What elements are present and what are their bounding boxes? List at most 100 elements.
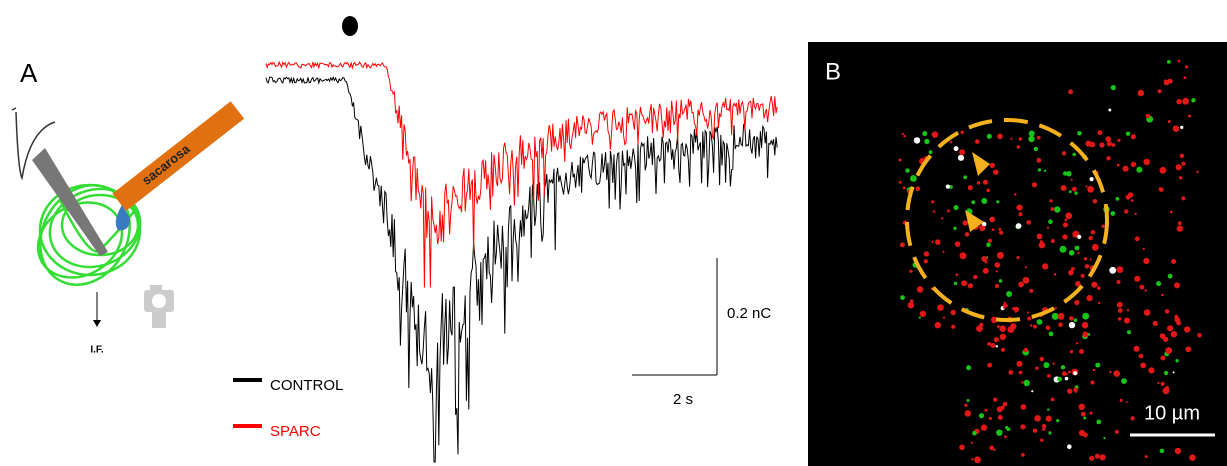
punctum bbox=[1054, 306, 1057, 310]
punctum bbox=[1043, 169, 1047, 172]
punctum bbox=[1185, 65, 1189, 69]
punctum bbox=[1059, 245, 1067, 253]
punctum bbox=[1111, 143, 1116, 147]
punctum bbox=[988, 416, 993, 420]
punctum bbox=[980, 424, 988, 431]
punctum bbox=[1159, 166, 1167, 174]
punctum bbox=[1089, 411, 1093, 415]
trace bbox=[265, 75, 778, 463]
legend: CONTROL SPARC bbox=[233, 377, 343, 440]
punctum bbox=[1117, 138, 1121, 142]
punctum bbox=[976, 325, 983, 332]
punctum bbox=[1021, 453, 1025, 457]
punctum bbox=[993, 448, 996, 452]
punctum bbox=[1002, 306, 1006, 309]
punctum bbox=[1006, 291, 1013, 297]
punctum bbox=[1090, 230, 1096, 235]
punctum bbox=[1018, 370, 1023, 375]
punctum bbox=[987, 342, 991, 346]
punctum bbox=[1131, 199, 1134, 202]
punctum bbox=[1134, 236, 1140, 242]
punctum bbox=[1068, 370, 1071, 374]
punctum bbox=[1002, 401, 1008, 407]
punctum bbox=[1197, 333, 1202, 338]
punctum bbox=[899, 242, 905, 248]
punctum bbox=[1094, 453, 1100, 459]
punctum bbox=[993, 397, 998, 402]
punctum bbox=[919, 310, 927, 317]
punctum bbox=[1018, 212, 1023, 217]
punctum bbox=[1095, 362, 1101, 368]
punctum bbox=[994, 262, 1001, 268]
punctum bbox=[967, 185, 973, 191]
punctum bbox=[1077, 251, 1080, 255]
punctum bbox=[1185, 346, 1192, 353]
punctum bbox=[1096, 419, 1102, 425]
punctum bbox=[1077, 131, 1082, 136]
punctum bbox=[1175, 164, 1182, 171]
punctum bbox=[1127, 320, 1130, 323]
punctum bbox=[1089, 258, 1092, 261]
punctum bbox=[1133, 345, 1140, 352]
punctum bbox=[942, 250, 945, 253]
punctum bbox=[949, 140, 953, 144]
punctum bbox=[931, 200, 935, 204]
punctum bbox=[1008, 370, 1014, 375]
punctum bbox=[1045, 325, 1051, 331]
punctum bbox=[1065, 212, 1073, 220]
punctum bbox=[978, 413, 985, 419]
punctum bbox=[1069, 350, 1074, 354]
punctum bbox=[1097, 286, 1101, 290]
punctum bbox=[1167, 273, 1173, 279]
punctum bbox=[1089, 177, 1094, 182]
punctum bbox=[1067, 444, 1072, 450]
punctum bbox=[974, 456, 981, 464]
punctum bbox=[1139, 284, 1145, 290]
punctum bbox=[1170, 331, 1178, 338]
sucrose-pipette: sacarosa bbox=[112, 101, 245, 211]
punctum bbox=[964, 232, 970, 237]
punctum bbox=[1050, 207, 1055, 211]
punctum bbox=[970, 441, 973, 444]
punctum bbox=[1038, 241, 1046, 249]
punctum bbox=[1180, 125, 1184, 129]
punctum bbox=[1083, 257, 1088, 261]
punctum bbox=[1039, 356, 1045, 362]
punctum bbox=[1089, 455, 1095, 461]
punctum bbox=[1027, 311, 1030, 314]
punctum bbox=[1091, 243, 1099, 251]
punctum bbox=[1074, 191, 1078, 195]
drop bbox=[115, 205, 130, 231]
punctum bbox=[1191, 98, 1196, 103]
punctum bbox=[1170, 210, 1173, 214]
punctum bbox=[982, 221, 987, 227]
punctum bbox=[1116, 266, 1124, 273]
punctum bbox=[993, 169, 999, 175]
punctum bbox=[988, 238, 992, 243]
punctum bbox=[1023, 347, 1028, 353]
punctum bbox=[1049, 199, 1053, 203]
punctum bbox=[1000, 405, 1005, 410]
punctum bbox=[1068, 269, 1074, 276]
punctum bbox=[981, 256, 988, 262]
punctum bbox=[1143, 257, 1150, 265]
punctum bbox=[1048, 219, 1053, 224]
output-label: I.F. bbox=[90, 345, 104, 356]
punctum bbox=[1163, 370, 1169, 376]
punctum bbox=[1160, 381, 1165, 386]
punctum bbox=[999, 325, 1006, 333]
punctum bbox=[1068, 250, 1075, 256]
punctum bbox=[1000, 347, 1006, 352]
punctum bbox=[1073, 387, 1078, 393]
punctum bbox=[1172, 371, 1175, 374]
punctum bbox=[1189, 454, 1196, 462]
punctum bbox=[907, 301, 915, 309]
punctum bbox=[989, 445, 995, 451]
punctum bbox=[1159, 187, 1164, 192]
punctum bbox=[1088, 235, 1093, 241]
traces bbox=[265, 60, 778, 463]
punctum bbox=[1023, 379, 1030, 387]
punctum bbox=[1048, 331, 1054, 337]
punctum bbox=[1127, 330, 1131, 335]
